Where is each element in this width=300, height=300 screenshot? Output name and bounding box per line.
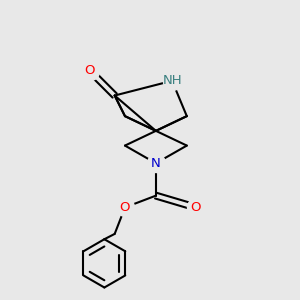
Text: O: O [190, 201, 201, 214]
Text: O: O [120, 201, 130, 214]
Text: N: N [151, 157, 161, 170]
Text: O: O [84, 64, 95, 77]
Text: NH: NH [162, 74, 182, 87]
